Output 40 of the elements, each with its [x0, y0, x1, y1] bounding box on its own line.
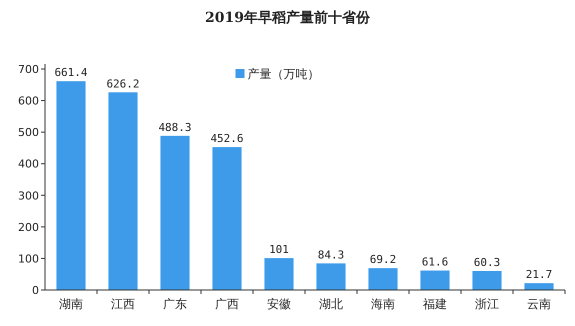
x-tick-label: 安徽 — [267, 297, 291, 311]
x-tick-label: 江西 — [111, 297, 135, 311]
bar — [420, 270, 450, 290]
bar — [212, 147, 242, 290]
y-tick-label: 400 — [18, 158, 39, 171]
bar — [108, 92, 138, 290]
data-label: 101 — [269, 243, 289, 256]
y-tick-label: 300 — [18, 189, 39, 202]
y-tick-label: 0 — [32, 284, 39, 297]
x-tick-label: 福建 — [423, 297, 447, 311]
y-tick-label: 200 — [18, 220, 39, 234]
legend: 产量（万吨） — [236, 67, 320, 81]
x-tick-label: 广西 — [215, 297, 239, 311]
bar — [368, 268, 398, 290]
y-tick-label: 600 — [18, 94, 39, 108]
data-label: 21.7 — [526, 268, 552, 282]
data-label: 626.2 — [106, 77, 140, 90]
data-label: 69.2 — [370, 253, 396, 266]
y-tick-label: 100 — [18, 252, 39, 266]
bar — [160, 136, 190, 290]
x-tick-label: 湖南 — [59, 297, 83, 311]
bar — [264, 258, 294, 290]
y-tick-label: 500 — [18, 126, 39, 140]
y-tick-label: 700 — [18, 63, 39, 76]
bar — [524, 283, 554, 290]
x-tick-label: 浙江 — [475, 297, 499, 311]
bar — [56, 81, 86, 290]
data-label: 60.3 — [474, 256, 500, 269]
data-label: 488.3 — [158, 120, 192, 134]
x-tick-label: 云南 — [527, 297, 551, 311]
bar — [472, 270, 502, 290]
data-label: 452.6 — [210, 132, 244, 146]
chart-title: 2019年早稻产量前十省份 — [205, 9, 371, 26]
data-label: 661.4 — [54, 66, 88, 80]
data-label: 61.6 — [422, 256, 448, 269]
x-tick-label: 海南 — [371, 297, 395, 311]
x-tick-label: 广东 — [163, 297, 187, 311]
bar — [316, 263, 346, 290]
data-label: 84.3 — [318, 248, 344, 262]
x-tick-label: 湖北 — [319, 297, 343, 311]
